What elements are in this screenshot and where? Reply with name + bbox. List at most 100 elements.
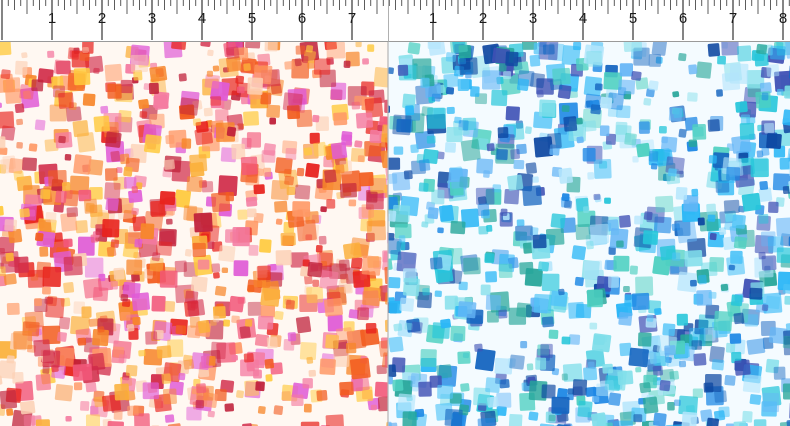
mosaic-tile <box>762 392 780 413</box>
mosaic-tile <box>116 167 123 174</box>
mosaic-tile <box>305 162 320 178</box>
mosaic-tile <box>709 256 725 272</box>
mosaic-tile <box>707 119 721 132</box>
mosaic-tile <box>520 340 528 349</box>
mosaic-tile <box>588 361 595 368</box>
mosaic-tile <box>634 215 643 225</box>
mosaic-pattern-cool <box>388 42 790 426</box>
mosaic-tile <box>244 319 253 327</box>
mosaic-tile <box>508 413 523 426</box>
mosaic-tile <box>650 163 658 170</box>
mosaic-tile <box>492 184 502 193</box>
mosaic-tile <box>780 233 790 247</box>
mosaic-tile <box>742 374 762 394</box>
mosaic-tile <box>633 414 643 423</box>
mosaic-tile <box>0 360 16 379</box>
mosaic-tile <box>54 384 73 402</box>
mosaic-tile <box>397 393 416 412</box>
mosaic-tile <box>583 76 603 97</box>
mosaic-tile <box>496 148 508 161</box>
mosaic-tile <box>706 417 720 426</box>
mosaic-tile <box>541 384 556 399</box>
mosaic-tile <box>426 135 436 144</box>
mosaic-tile <box>66 207 79 218</box>
mosaic-tile <box>76 132 96 153</box>
mosaic-tile <box>92 287 109 302</box>
mosaic-tile <box>179 97 199 116</box>
mosaic-tile <box>450 325 466 342</box>
mosaic-tile <box>623 285 630 293</box>
mosaic-tile <box>749 287 763 300</box>
mosaic-tile <box>556 388 568 399</box>
mosaic-tile <box>631 292 650 311</box>
mosaic-tile <box>0 42 12 56</box>
mosaic-tile <box>672 91 680 98</box>
mosaic-tile <box>155 241 173 256</box>
mosaic-tile <box>257 315 274 330</box>
mosaic-tile <box>0 273 7 287</box>
mosaic-tile <box>494 357 513 375</box>
mosaic-tile <box>93 67 100 74</box>
mosaic-tile <box>505 51 519 67</box>
mosaic-tile <box>324 42 338 51</box>
mosaic-tile <box>761 304 769 312</box>
mosaic-tile <box>761 401 778 417</box>
mosaic-tile <box>327 314 343 332</box>
mosaic-tile <box>740 114 751 125</box>
mosaic-tile <box>166 218 173 225</box>
mosaic-tile <box>164 300 176 312</box>
mosaic-tile <box>183 359 195 370</box>
mosaic-tile <box>60 212 78 232</box>
mosaic-tile <box>132 316 141 326</box>
mosaic-tile <box>243 63 251 71</box>
mosaic-tile <box>343 321 355 332</box>
mosaic-tile <box>348 199 357 207</box>
mosaic-tile <box>533 293 552 314</box>
mosaic-tile <box>404 322 413 331</box>
mosaic-tile <box>561 45 581 66</box>
mosaic-tile <box>734 359 751 376</box>
mosaic-tile <box>282 92 303 112</box>
mosaic-tile <box>174 189 192 209</box>
mosaic-tile <box>110 281 118 290</box>
mosaic-tile <box>149 257 164 272</box>
mosaic-tile <box>552 67 571 85</box>
mosaic-tile <box>283 339 295 351</box>
mosaic-tile <box>450 167 464 180</box>
mosaic-tile <box>122 281 141 299</box>
mosaic-tile <box>216 342 237 363</box>
mosaic-tile <box>39 246 49 257</box>
mosaic-tile <box>264 358 275 369</box>
mosaic-tile <box>589 322 598 330</box>
mosaic-tile <box>516 302 533 318</box>
mosaic-tile <box>684 249 703 267</box>
mosaic-tile <box>113 410 123 420</box>
mosaic-tile <box>313 58 331 75</box>
mosaic-tile <box>477 196 487 205</box>
mosaic-tile <box>388 376 393 385</box>
ruler-right-label: 4 <box>578 10 588 27</box>
mosaic-tile <box>460 383 470 392</box>
mosaic-tile <box>393 323 403 332</box>
mosaic-tile <box>63 282 75 294</box>
mosaic-tile <box>536 89 544 98</box>
mosaic-tile <box>693 353 707 366</box>
mosaic-tile <box>197 259 210 270</box>
mosaic-tile <box>296 219 317 242</box>
mosaic-tile <box>664 345 676 356</box>
mosaic-tile <box>5 252 14 262</box>
mosaic-tile <box>525 126 532 134</box>
mosaic-tile <box>253 184 265 195</box>
mosaic-tile <box>782 185 790 195</box>
mosaic-tile <box>434 290 442 298</box>
mosaic-tile <box>670 265 680 274</box>
mosaic-tile <box>388 157 401 170</box>
mosaic-tile <box>669 370 680 381</box>
ruler-right-label: 2 <box>478 10 488 27</box>
mosaic-tile <box>618 311 633 326</box>
mosaic-tile <box>525 162 537 175</box>
mosaic-tile <box>105 131 122 148</box>
mosaic-tile <box>143 83 151 91</box>
mosaic-tile <box>61 181 71 192</box>
mosaic-tile <box>436 151 445 160</box>
